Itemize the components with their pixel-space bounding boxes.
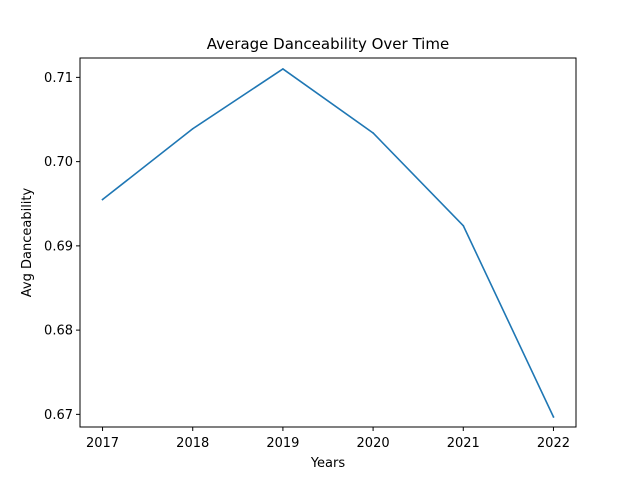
x-tick-label: 2021 [447, 436, 480, 451]
x-tick-label: 2020 [357, 436, 390, 451]
y-tick-label: 0.71 [44, 71, 73, 86]
x-axis-label: Years [310, 456, 346, 471]
data-point [101, 198, 104, 201]
series-group [101, 68, 555, 418]
data-point [191, 127, 194, 130]
data-point [552, 416, 555, 418]
y-axis-label: Avg Danceability [20, 187, 35, 297]
x-tick-label: 2019 [266, 436, 299, 451]
y-tick-label: 0.70 [44, 155, 73, 170]
data-point [282, 68, 284, 70]
x-tick-label: 2018 [176, 436, 209, 451]
data-point [462, 224, 465, 227]
plot-area-frame [79, 57, 577, 428]
data-point [372, 132, 374, 134]
y-tick-label: 0.68 [44, 324, 73, 339]
y-tick-label: 0.67 [44, 408, 73, 423]
x-tick-label: 2017 [86, 436, 119, 451]
y-tick-label: 0.69 [44, 239, 73, 254]
series-line [101, 68, 555, 418]
chart-title: Average Danceability Over Time [207, 35, 449, 53]
x-axis: 2017 2018 2019 2020 2021 2022 [86, 427, 570, 451]
y-axis: 0.67 0.68 0.69 0.70 0.71 [44, 71, 80, 423]
x-tick-label: 2022 [537, 436, 570, 451]
